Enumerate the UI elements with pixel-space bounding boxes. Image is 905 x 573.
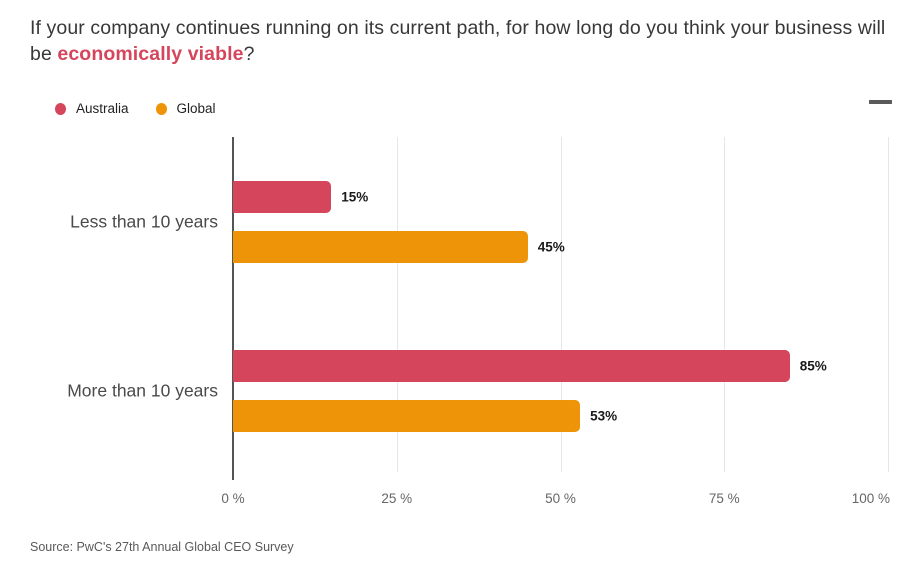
x-tick-label-50: 50 % bbox=[545, 491, 576, 506]
x-tick-label-0: 0 % bbox=[221, 491, 245, 506]
category-label-more-than-10-years: More than 10 years bbox=[67, 380, 218, 401]
value-label-global-less-than-10-years: 45% bbox=[537, 239, 565, 255]
x-tick-label-75: 75 % bbox=[708, 491, 740, 506]
gridline-25 bbox=[396, 137, 398, 472]
chart-title: If your company continues running on its… bbox=[30, 15, 888, 67]
value-label-australia-more-than-10-years: 85% bbox=[799, 358, 827, 374]
bar-australia-less-than-10-years[interactable] bbox=[233, 180, 332, 213]
chart-title-highlight: economically viable bbox=[57, 43, 244, 65]
y-axis-line bbox=[232, 137, 234, 480]
value-label-australia-less-than-10-years: 15% bbox=[341, 189, 369, 205]
chart-title-question-mark: ? bbox=[243, 43, 255, 65]
legend-label: Global bbox=[176, 101, 216, 116]
category-label-less-than-10-years: Less than 10 years bbox=[70, 211, 218, 232]
legend-label: Australia bbox=[76, 101, 129, 116]
bar-global-more-than-10-years[interactable] bbox=[233, 400, 581, 433]
value-label-global-more-than-10-years: 53% bbox=[590, 408, 618, 424]
source-note: Source: PwC's 27th Annual Global CEO Sur… bbox=[30, 540, 294, 554]
x-tick-label-100: 100 % bbox=[851, 491, 890, 506]
legend-swatch-icon bbox=[155, 102, 167, 115]
x-tick-label-25: 25 % bbox=[381, 491, 413, 506]
legend-item-global[interactable]: Global bbox=[155, 101, 216, 116]
bar-australia-more-than-10-years[interactable] bbox=[233, 350, 790, 383]
gridline-100 bbox=[888, 137, 889, 472]
legend: Australia Global bbox=[55, 101, 216, 116]
hamburger-bar bbox=[869, 100, 892, 104]
legend-item-australia[interactable]: Australia bbox=[55, 101, 129, 116]
bar-global-less-than-10-years[interactable] bbox=[233, 230, 528, 263]
legend-swatch-icon bbox=[55, 102, 66, 115]
gridline-75 bbox=[724, 137, 726, 472]
gridline-50 bbox=[560, 137, 562, 472]
chart-title-text: If your company continues running on its… bbox=[30, 17, 886, 65]
